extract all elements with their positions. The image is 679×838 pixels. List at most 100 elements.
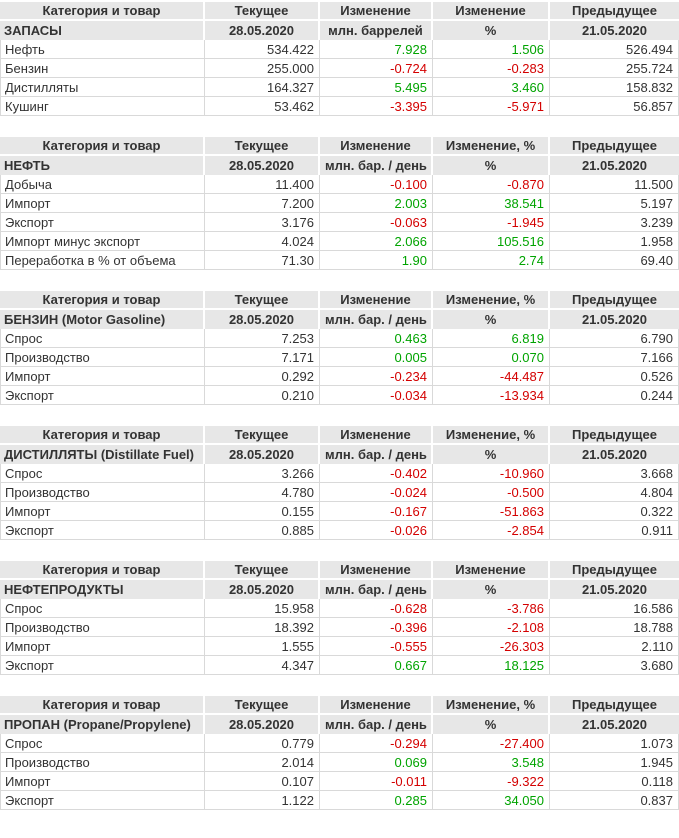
subheader-cell: 21.05.2020 (550, 580, 679, 599)
column-header-row: Категория и товар Текущее Изменение Изменен… (0, 696, 679, 715)
subheader-cell: млн. бар. / день (320, 580, 433, 599)
column-header: Текущее (205, 561, 320, 580)
section-title: ЗАПАСЫ (0, 21, 205, 40)
change-value: 7.928 (320, 40, 433, 59)
table-row: Производство 7.171 0.005 0.070 7.166 (0, 348, 679, 367)
subheader-cell: млн. бар. / день (320, 715, 433, 734)
table-row: Нефть 534.422 7.928 1.506 526.494 (0, 40, 679, 59)
change-percent-value: 3.548 (433, 753, 550, 772)
change-percent-value: -13.934 (433, 386, 550, 405)
current-value: 0.210 (205, 386, 320, 405)
subheader-cell: млн. бар. / день (320, 445, 433, 464)
subheader-cell: % (433, 21, 550, 40)
previous-value: 1.958 (550, 232, 679, 251)
report-table-benzin: Категория и товар Текущее Изменение Изменен… (0, 291, 679, 405)
change-value: 1.90 (320, 251, 433, 270)
row-label: Спрос (0, 734, 205, 753)
column-header: Категория и товар (0, 561, 205, 580)
change-percent-value: 38.541 (433, 194, 550, 213)
row-label: Импорт (0, 772, 205, 791)
previous-value: 0.526 (550, 367, 679, 386)
column-header: Категория и товар (0, 2, 205, 21)
current-value: 7.253 (205, 329, 320, 348)
column-header: Предыдущее (550, 561, 679, 580)
column-header: Изменение, % (433, 696, 550, 715)
current-value: 255.000 (205, 59, 320, 78)
row-label: Дистилляты (0, 78, 205, 97)
row-label: Бензин (0, 59, 205, 78)
subheader-row: ДИСТИЛЛЯТЫ (Distillate Fuel) 28.05.2020 мл… (0, 445, 679, 464)
row-label: Производство (0, 483, 205, 502)
column-header: Изменение (433, 2, 550, 21)
previous-value: 69.40 (550, 251, 679, 270)
section-title: НЕФТЬ (0, 156, 205, 175)
change-value: 2.066 (320, 232, 433, 251)
change-percent-value: 6.819 (433, 329, 550, 348)
report-table-zapasy: Категория и товар Текущее Изменение Изменен… (0, 2, 679, 116)
change-percent-value: -0.500 (433, 483, 550, 502)
subheader-cell: 21.05.2020 (550, 715, 679, 734)
current-value: 0.779 (205, 734, 320, 753)
row-label: Спрос (0, 329, 205, 348)
change-percent-value: 34.050 (433, 791, 550, 810)
report-table-nefteprodukty: Категория и товар Текущее Изменение Изменен… (0, 561, 679, 675)
section-title: БЕНЗИН (Motor Gasoline) (0, 310, 205, 329)
table-row: Производство 18.392 -0.396 -2.108 18.788 (0, 618, 679, 637)
table-row: Импорт 1.555 -0.555 -26.303 2.110 (0, 637, 679, 656)
report-table-neft: Категория и товар Текущее Изменение Изменен… (0, 137, 679, 270)
change-percent-value: 18.125 (433, 656, 550, 675)
change-percent-value: -5.971 (433, 97, 550, 116)
change-value: 0.069 (320, 753, 433, 772)
change-value: -0.100 (320, 175, 433, 194)
change-value: -0.063 (320, 213, 433, 232)
change-value: 0.667 (320, 656, 433, 675)
row-label: Импорт (0, 637, 205, 656)
column-header-row: Категория и товар Текущее Изменение Изменен… (0, 426, 679, 445)
table-row: Импорт 0.292 -0.234 -44.487 0.526 (0, 367, 679, 386)
column-header-row: Категория и товар Текущее Изменение Изменен… (0, 137, 679, 156)
change-percent-value: -1.945 (433, 213, 550, 232)
report-table-distillyaty: Категория и товар Текущее Изменение Изменен… (0, 426, 679, 540)
change-percent-value: 3.460 (433, 78, 550, 97)
subheader-cell: 21.05.2020 (550, 156, 679, 175)
row-label: Кушинг (0, 97, 205, 116)
column-header: Текущее (205, 426, 320, 445)
subheader-cell: 28.05.2020 (205, 715, 320, 734)
change-value: 5.495 (320, 78, 433, 97)
row-label: Экспорт (0, 213, 205, 232)
subheader-cell: 28.05.2020 (205, 445, 320, 464)
column-header: Изменение, % (433, 137, 550, 156)
row-label: Производство (0, 348, 205, 367)
row-label: Экспорт (0, 791, 205, 810)
row-label: Производство (0, 618, 205, 637)
change-percent-value: -2.108 (433, 618, 550, 637)
table-row: Добыча 11.400 -0.100 -0.870 11.500 (0, 175, 679, 194)
column-header: Текущее (205, 696, 320, 715)
row-label: Добыча (0, 175, 205, 194)
change-value: -0.724 (320, 59, 433, 78)
change-percent-value: -51.863 (433, 502, 550, 521)
row-label: Производство (0, 753, 205, 772)
current-value: 534.422 (205, 40, 320, 59)
table-row: Экспорт 3.176 -0.063 -1.945 3.239 (0, 213, 679, 232)
change-percent-value: 0.070 (433, 348, 550, 367)
column-header: Предыдущее (550, 2, 679, 21)
change-percent-value: -44.487 (433, 367, 550, 386)
previous-value: 255.724 (550, 59, 679, 78)
table-row: Дистилляты 164.327 5.495 3.460 158.832 (0, 78, 679, 97)
column-header: Изменение (433, 561, 550, 580)
column-header: Предыдущее (550, 137, 679, 156)
current-value: 0.107 (205, 772, 320, 791)
subheader-cell: % (433, 310, 550, 329)
previous-value: 2.110 (550, 637, 679, 656)
current-value: 3.266 (205, 464, 320, 483)
row-label: Спрос (0, 464, 205, 483)
subheader-cell: 28.05.2020 (205, 310, 320, 329)
subheader-row: БЕНЗИН (Motor Gasoline) 28.05.2020 млн. ба… (0, 310, 679, 329)
change-value: -0.628 (320, 599, 433, 618)
current-value: 164.327 (205, 78, 320, 97)
row-label: Импорт (0, 502, 205, 521)
change-percent-value: 1.506 (433, 40, 550, 59)
row-label: Спрос (0, 599, 205, 618)
change-percent-value: -0.870 (433, 175, 550, 194)
